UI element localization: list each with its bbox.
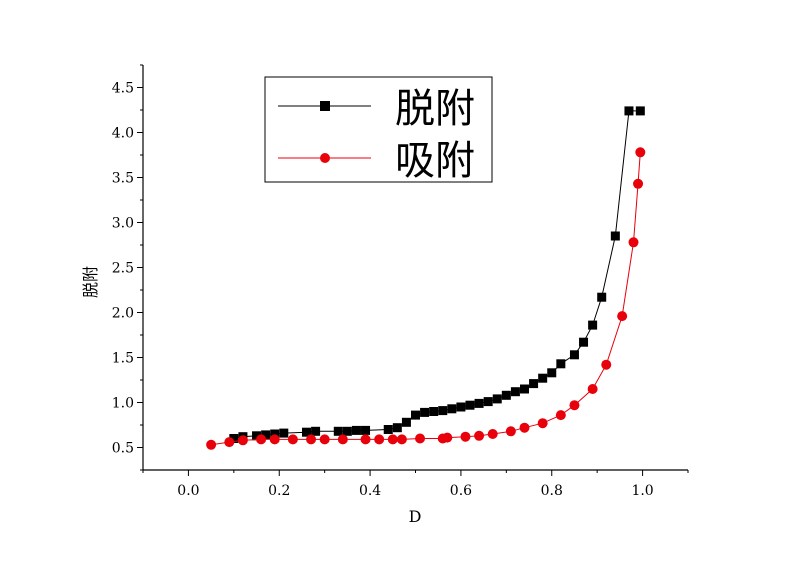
data-point <box>333 426 343 436</box>
data-point <box>474 398 484 408</box>
data-point <box>510 387 520 397</box>
x-tick-label: 1.0 <box>631 483 653 499</box>
legend-marker-adsorption <box>320 153 330 163</box>
y-tick-label: 1.0 <box>112 396 134 412</box>
data-point <box>633 178 644 189</box>
data-point <box>396 434 407 445</box>
data-point <box>420 407 430 417</box>
legend-box <box>264 76 493 183</box>
data-point <box>401 417 411 427</box>
data-point <box>617 311 628 322</box>
data-point <box>529 379 539 389</box>
data-point <box>601 359 612 370</box>
y-tick-label: 1.5 <box>112 351 134 367</box>
y-tick-label: 3.5 <box>112 171 134 187</box>
data-point <box>460 431 471 442</box>
data-point <box>252 431 262 441</box>
data-point <box>537 418 548 429</box>
data-point <box>597 292 607 302</box>
data-point <box>337 434 348 445</box>
y-tick-label: 2.5 <box>112 261 134 277</box>
data-point <box>311 426 321 436</box>
x-axis-label: D <box>409 507 422 526</box>
data-point <box>237 435 248 446</box>
data-point <box>519 422 530 433</box>
y-tick-label: 3.0 <box>112 216 134 232</box>
data-point <box>635 147 646 158</box>
series-desorption <box>229 106 645 443</box>
data-point <box>261 430 271 440</box>
data-point <box>360 434 371 445</box>
data-point <box>465 400 475 410</box>
data-point <box>456 402 466 412</box>
data-point <box>206 439 217 450</box>
data-point <box>319 434 330 445</box>
data-point <box>351 425 361 435</box>
data-point <box>229 434 239 443</box>
y-tick-label: 2.0 <box>112 306 134 322</box>
data-point <box>588 320 598 330</box>
data-point <box>256 434 267 445</box>
y-tick-label: 4.0 <box>112 126 134 142</box>
x-tick-label: 0.8 <box>541 483 563 499</box>
x-tick-label: 0.4 <box>359 483 381 499</box>
data-point <box>342 426 352 436</box>
data-point <box>635 106 645 116</box>
data-point <box>287 434 298 445</box>
y-tick-label: 0.5 <box>112 441 134 457</box>
data-point <box>361 425 371 435</box>
data-point <box>487 429 498 439</box>
data-point <box>556 359 566 369</box>
x-tick-label: 0.0 <box>177 483 199 499</box>
data-point <box>442 432 453 443</box>
data-point <box>569 400 580 411</box>
data-point <box>306 434 317 445</box>
data-point <box>383 425 393 434</box>
data-point <box>429 407 439 416</box>
data-point <box>579 337 589 347</box>
data-point <box>270 429 280 439</box>
data-point <box>501 390 511 400</box>
data-point <box>547 368 557 378</box>
data-point <box>224 437 235 448</box>
series-adsorption <box>206 147 646 450</box>
data-point <box>438 406 448 416</box>
data-point <box>610 231 620 241</box>
legend: 脱附 吸附 <box>264 76 493 184</box>
data-point <box>492 394 502 404</box>
data-point <box>569 350 579 360</box>
data-point <box>520 384 529 394</box>
data-point <box>447 404 457 414</box>
data-point <box>392 423 402 433</box>
y-ticks: 0.5 1.0 1.5 2.0 2.5 3.0 3.5 4.0 4.5 <box>112 64 143 471</box>
data-point <box>411 410 420 420</box>
data-point <box>628 237 639 248</box>
x-tick-label: 0.6 <box>450 483 472 499</box>
series-layer <box>206 106 646 450</box>
y-tick-label: 4.5 <box>112 81 134 97</box>
data-point <box>302 427 311 437</box>
data-point <box>474 430 485 441</box>
legend-label-desorption: 脱附 <box>395 86 475 132</box>
data-point <box>374 434 385 445</box>
legend-marker-desorption <box>320 101 330 111</box>
data-point <box>624 106 634 116</box>
data-point <box>483 397 493 407</box>
data-point <box>587 384 598 394</box>
data-point <box>538 373 548 383</box>
data-point <box>505 426 516 437</box>
y-axis-label: 脱附 <box>81 266 100 298</box>
data-point <box>387 434 398 445</box>
x-tick-label: 0.2 <box>268 483 290 499</box>
legend-label-adsorption: 吸附 <box>395 138 475 184</box>
x-ticks: 0.0 0.2 0.4 0.6 0.8 1.0 <box>142 470 689 499</box>
data-point <box>415 433 426 444</box>
data-point <box>269 434 280 445</box>
data-point <box>279 428 289 438</box>
data-point <box>555 410 566 421</box>
